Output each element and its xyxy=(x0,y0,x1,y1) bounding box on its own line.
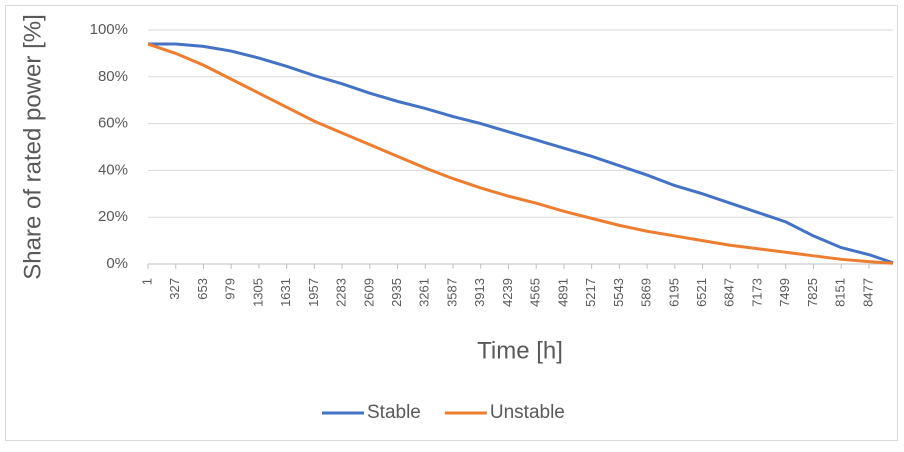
x-tick-label: 2935 xyxy=(389,278,404,307)
x-tick-label: 7499 xyxy=(777,278,792,307)
x-tick-label: 7825 xyxy=(805,278,820,307)
x-tick-label: 4891 xyxy=(555,278,570,307)
y-tick-label: 80% xyxy=(98,68,128,85)
line xyxy=(147,42,894,265)
x-tick-label: 4565 xyxy=(528,278,543,307)
y-tick-label: 60% xyxy=(98,115,128,132)
chart-border xyxy=(5,5,898,441)
x-tick-label: 1305 xyxy=(250,278,265,307)
x-tick-label: 6195 xyxy=(666,278,681,307)
y-axis-label: Share of rated power [%] xyxy=(19,14,46,279)
x-tick-label: 5217 xyxy=(583,278,598,307)
x-tick-label: 653 xyxy=(195,278,210,300)
x-tick-label: 6847 xyxy=(722,278,737,307)
x-tick-label: 3261 xyxy=(417,278,432,307)
legend-label: Unstable xyxy=(490,402,565,423)
y-tick-label: 100% xyxy=(90,21,128,38)
y-tick-label: 40% xyxy=(98,161,128,178)
y-tick-label: 0% xyxy=(106,255,128,272)
x-tick-label: 979 xyxy=(223,278,238,300)
x-tick-label: 3587 xyxy=(444,278,459,307)
legend-label: Stable xyxy=(367,402,421,423)
x-tick-label: 8151 xyxy=(833,278,848,307)
x-tick-label: 2609 xyxy=(361,278,376,307)
x-tick-label: 4239 xyxy=(500,278,515,307)
y-tick-label: 20% xyxy=(98,208,128,225)
x-tick-label: 8477 xyxy=(860,278,875,307)
x-tick-label: 3913 xyxy=(472,278,487,307)
x-tick-label: 1 xyxy=(139,278,154,285)
x-tick-label: 6521 xyxy=(694,278,709,307)
x-tick-label: 2283 xyxy=(334,278,349,307)
x-axis-label: Time [h] xyxy=(477,337,563,364)
x-tick-label: 327 xyxy=(167,278,182,300)
x-tick-label: 5543 xyxy=(611,278,626,307)
line xyxy=(148,42,894,265)
x-tick-label: 1957 xyxy=(306,278,321,307)
x-tick-label: 1631 xyxy=(278,278,293,307)
x-tick-label: 5869 xyxy=(639,278,654,307)
x-tick-label: 7173 xyxy=(749,278,764,307)
